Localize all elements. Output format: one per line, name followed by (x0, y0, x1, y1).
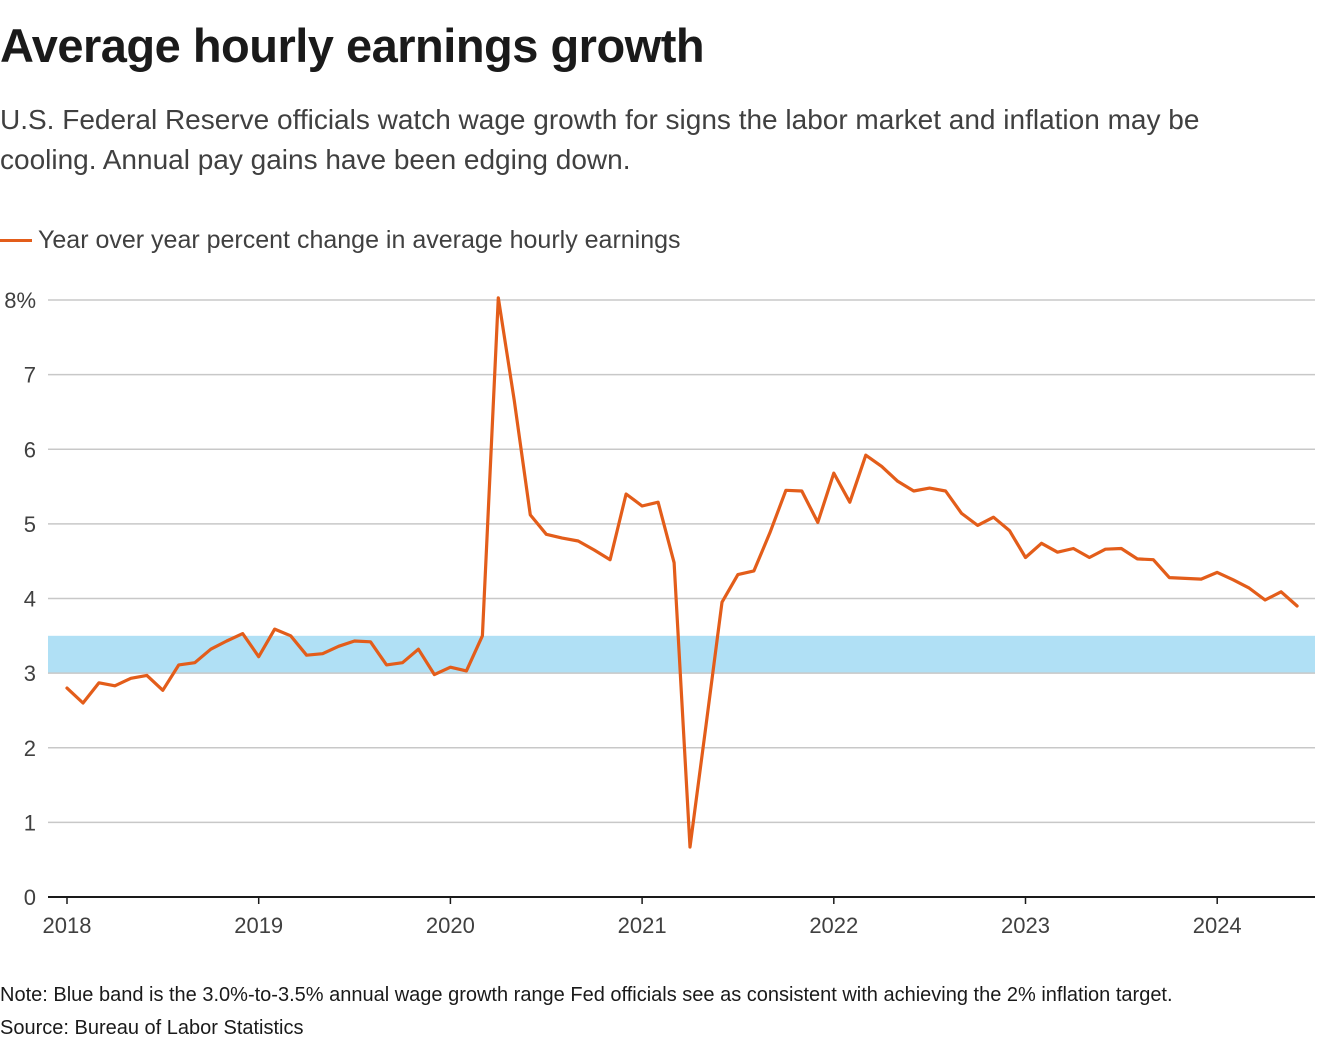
line-chart: 0 1 2 3 4 5 6 7 8% 2018 2019 2020 2021 2022 2023 2024 (4, 288, 1315, 938)
y-tick-label-2: 2 (24, 736, 36, 761)
y-tick-label-1: 1 (24, 810, 36, 835)
x-tick-label-2024: 2024 (1193, 913, 1242, 938)
y-tick-label-4: 4 (24, 587, 36, 612)
y-tick-label-3: 3 (24, 661, 36, 686)
legend-swatch (0, 239, 32, 242)
legend: Year over year percent change in average… (0, 226, 681, 255)
x-tick-label-2019: 2019 (234, 913, 283, 938)
y-tick-label-6: 6 (24, 437, 36, 462)
y-tick-label-7: 7 (24, 363, 36, 388)
x-tick-label-2023: 2023 (1001, 913, 1050, 938)
chart-subtitle: U.S. Federal Reserve officials watch wag… (0, 104, 1200, 175)
series-line-0 (65, 296, 1299, 849)
chart-title: Average hourly earnings growth (0, 19, 705, 72)
x-tick-label-2018: 2018 (43, 913, 92, 938)
y-tick-label-0: 0 (24, 885, 36, 910)
x-tick-label-2021: 2021 (618, 913, 667, 938)
footnote: Note: Blue band is the 3.0%-to-3.5% annu… (0, 984, 1173, 1006)
x-tick-label-2020: 2020 (426, 913, 475, 938)
legend-label: Year over year percent change in average… (38, 226, 681, 254)
y-tick-label-5: 5 (24, 512, 36, 537)
source-note: Source: Bureau of Labor Statistics (0, 1017, 304, 1039)
x-tick-label-2022: 2022 (809, 913, 858, 938)
y-tick-label-8: 8% (4, 288, 36, 313)
